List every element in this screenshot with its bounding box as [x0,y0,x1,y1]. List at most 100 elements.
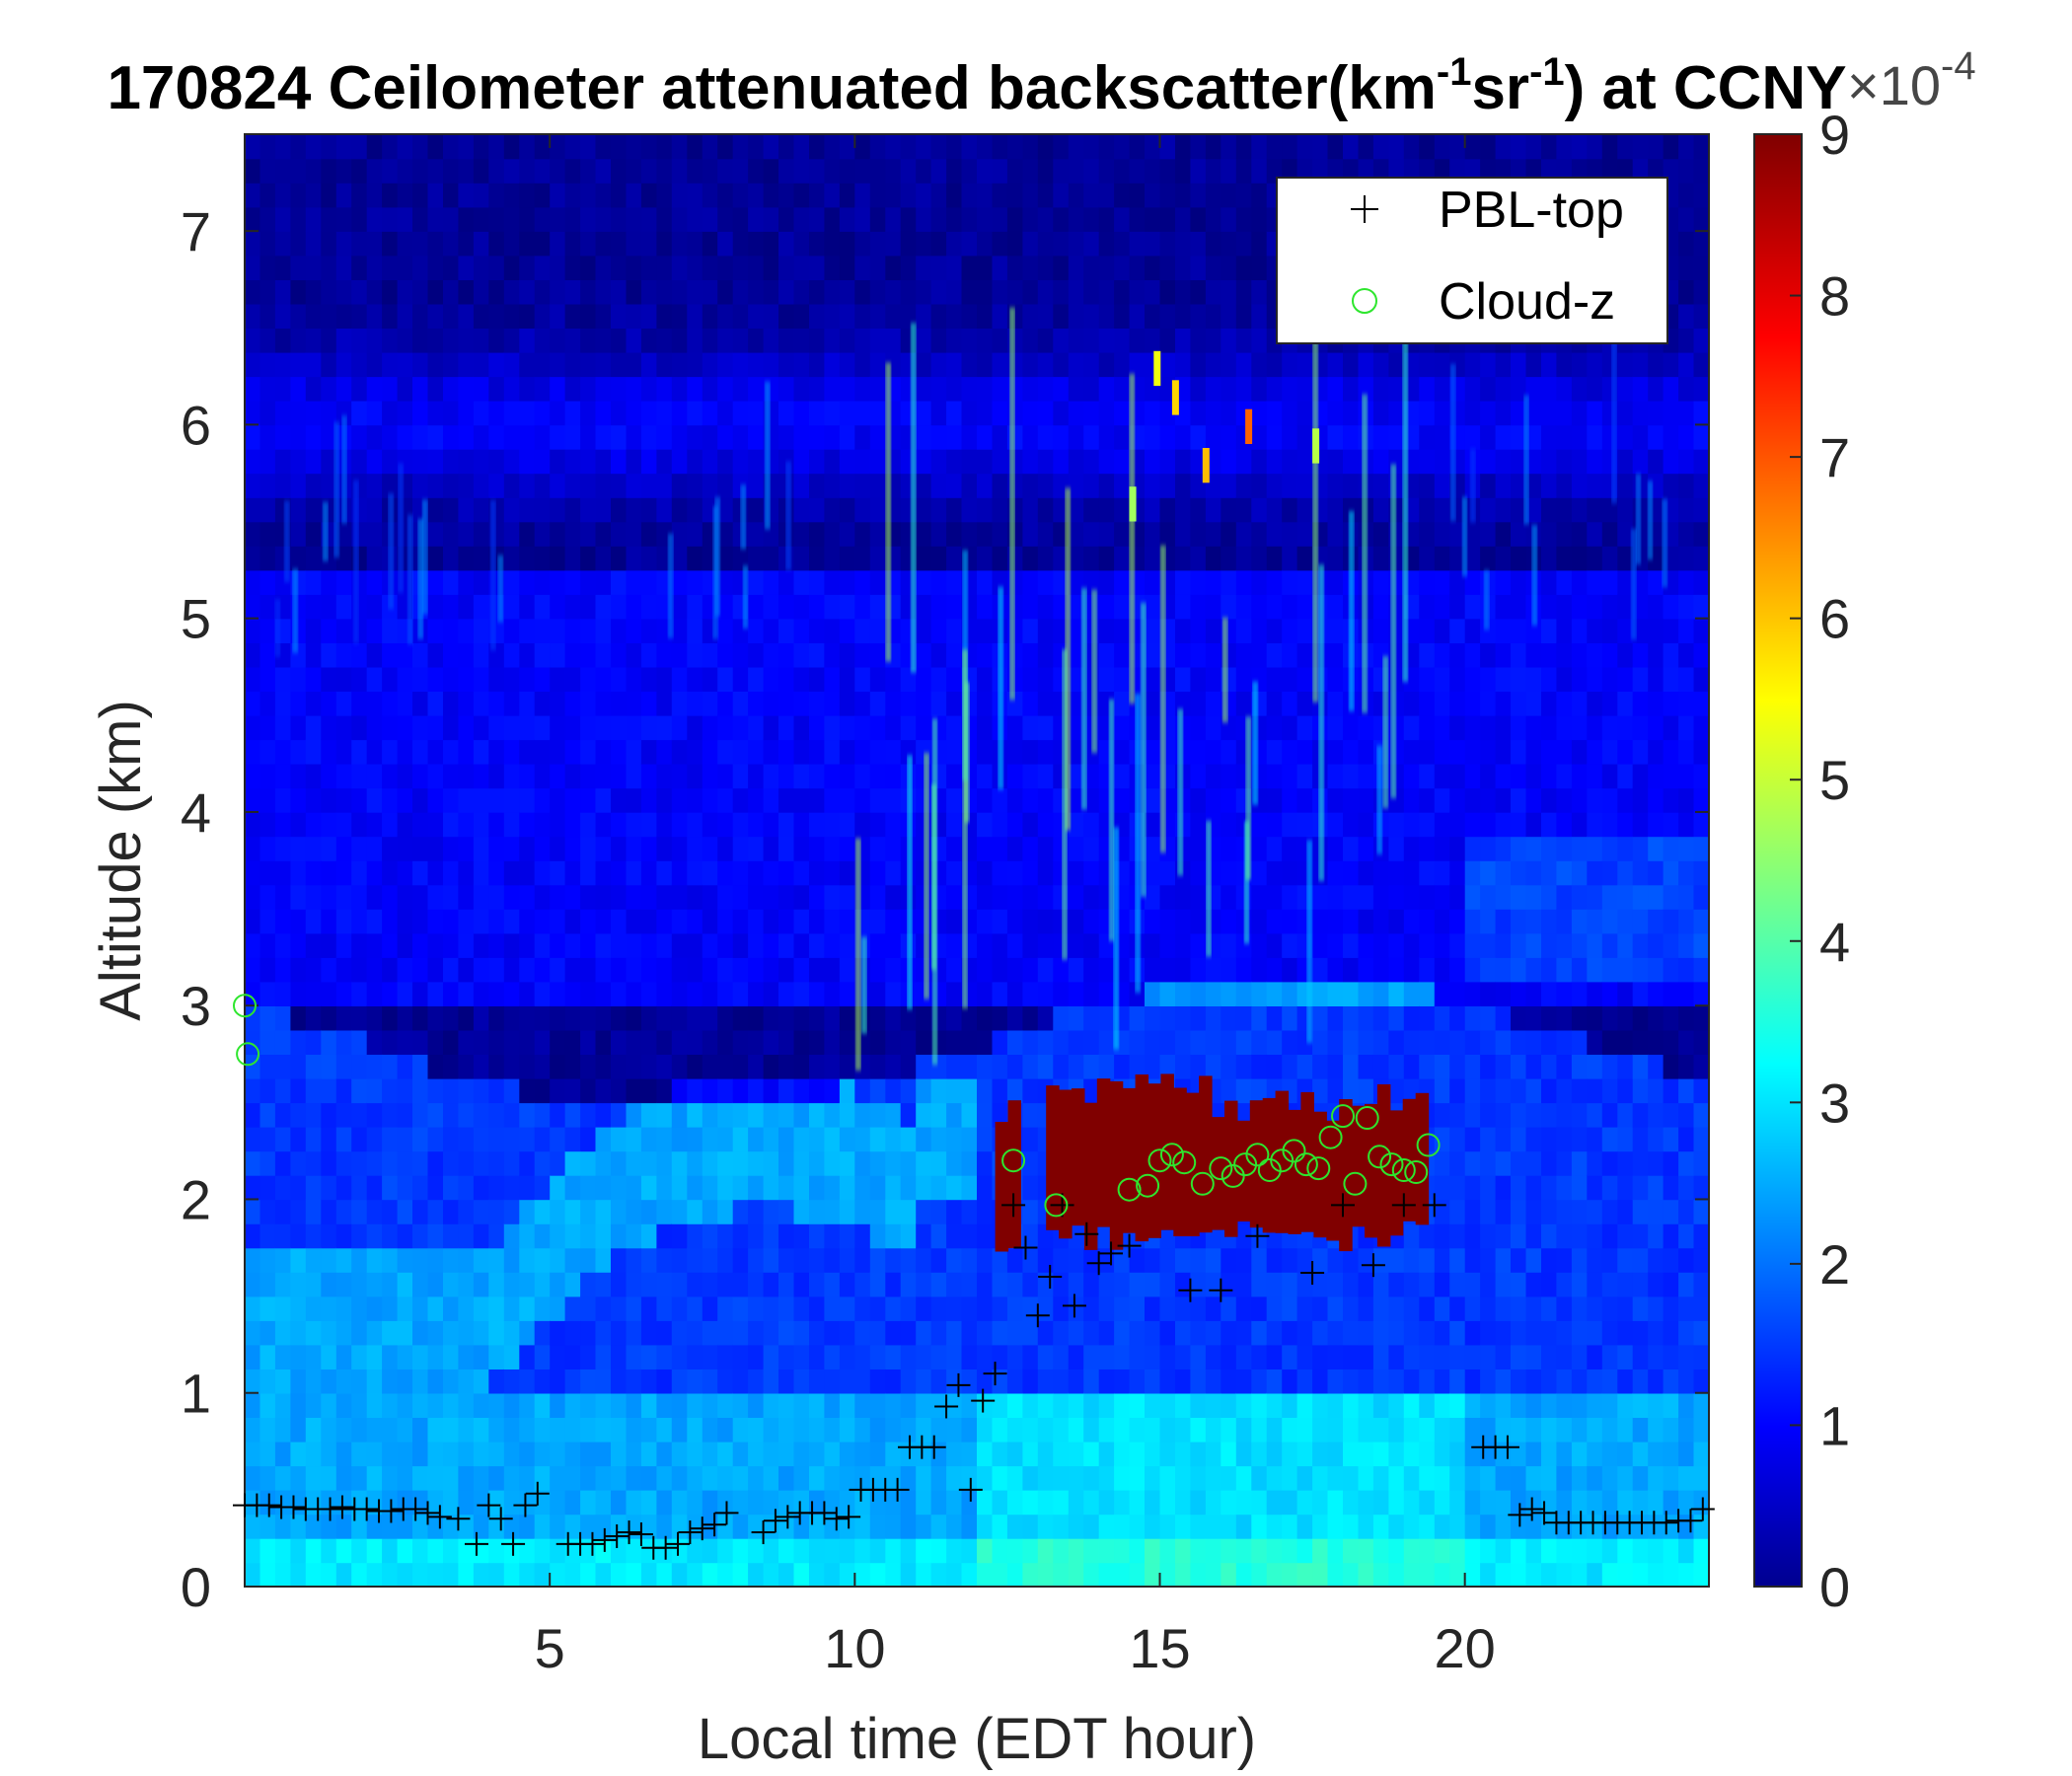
heatmap-cell [595,231,612,257]
heatmap-cell [809,1537,826,1564]
heatmap-cell [916,763,932,789]
heatmap-cell [946,1029,963,1055]
heatmap-cell [1083,351,1100,378]
heatmap-cell [1464,400,1481,426]
heatmap-cell [626,666,642,692]
heatmap-cell [1358,1320,1374,1346]
heatmap-cell [778,618,795,643]
heatmap-cell [321,134,337,160]
heatmap-cell [1190,691,1207,716]
heatmap-cell [1480,666,1497,692]
heatmap-cell [458,691,475,716]
heatmap-cell [748,1005,765,1031]
heatmap-cell [640,1029,658,1055]
heatmap-cell [1372,1465,1390,1491]
heatmap-cell [259,763,276,789]
heatmap-cell [1388,763,1405,789]
heatmap-cell [885,1054,902,1079]
heatmap-cell [534,1077,551,1104]
heatmap-cell [1175,860,1192,886]
heatmap-cell [427,1344,444,1369]
heatmap-cell [916,787,932,813]
heatmap-cell [1159,1417,1176,1443]
heatmap-cell [550,424,566,450]
heatmap-cell [916,303,932,329]
heatmap-cell [1205,303,1222,329]
heatmap-cell [564,1054,581,1079]
heatmap-cell [930,1199,947,1224]
heatmap-cell [640,1441,658,1467]
heatmap-cell [1145,279,1161,305]
heatmap-cell [458,231,475,257]
heatmap-cell [503,1514,521,1539]
heatmap-cell [961,1102,978,1128]
heatmap-cell [793,739,810,765]
heatmap-cell [1511,1223,1527,1249]
heatmap-cell [366,691,383,716]
heatmap-cell [1068,497,1085,523]
heatmap-cell [366,158,383,184]
heatmap-cell [366,1320,383,1346]
heatmap-cell [1282,618,1298,643]
heatmap-cell [564,957,581,983]
heatmap-cell [809,351,826,378]
heatmap-cell [534,1537,551,1564]
heatmap-cell [611,1247,628,1273]
heatmap-cell [259,618,276,643]
heatmap-cell [1358,957,1374,983]
heatmap-cell [550,1029,566,1055]
heatmap-cell [1296,569,1313,595]
heatmap-cell [1114,1247,1131,1273]
heatmap-cell [1083,1465,1100,1491]
heatmap-cell [412,981,429,1006]
heatmap-cell [1480,1344,1497,1369]
heatmap-cell [443,1320,460,1346]
heatmap-cell [1037,279,1055,305]
heatmap-cell [1495,569,1512,595]
heatmap-cell [961,376,978,402]
heatmap-cell [564,303,581,329]
heatmap-cell [1372,448,1390,475]
heatmap-cell [473,328,490,353]
heatmap-cell [1221,836,1237,861]
heatmap-cell [427,1126,444,1152]
heatmap-cell [321,206,337,232]
heatmap-cell [1053,1369,1070,1394]
heatmap-cell [1464,957,1481,983]
heatmap-cell [809,666,826,692]
heatmap-cell [274,714,292,741]
heatmap-cell [351,836,368,861]
heatmap-cell [412,739,429,765]
heatmap-cell [732,981,749,1006]
heatmap-cell [321,158,337,184]
heatmap-cell [793,255,810,280]
heatmap-cell [1022,957,1039,983]
heatmap-cell [534,183,551,208]
heatmap-cell [1266,811,1283,838]
heatmap-cell [503,1174,521,1201]
heatmap-cell [412,1029,429,1055]
heatmap-cell [732,231,749,257]
heatmap-cell [656,909,673,934]
heatmap-cell [397,666,413,692]
heatmap-cell [351,424,368,450]
heatmap-cell [793,787,810,813]
heatmap-cell [687,1174,703,1201]
heatmap-cell [382,860,399,886]
heatmap-cell [580,400,597,426]
heatmap-cell [550,1126,566,1152]
heatmap-cell [793,884,810,910]
heatmap-cell [732,546,749,571]
heatmap-cell [977,1514,994,1539]
heatmap-cell [1251,981,1268,1006]
heatmap-cell [1098,231,1115,257]
heatmap-cell [946,206,963,232]
heatmap-cell [519,1392,536,1418]
heatmap-cell [519,1247,536,1273]
heatmap-cell [1083,981,1100,1006]
heatmap-cell [1175,158,1192,184]
heatmap-cell [580,1054,597,1079]
heatmap-cell [580,1417,597,1443]
heatmap-cell [946,1344,963,1369]
heatmap-cell [1053,594,1070,620]
